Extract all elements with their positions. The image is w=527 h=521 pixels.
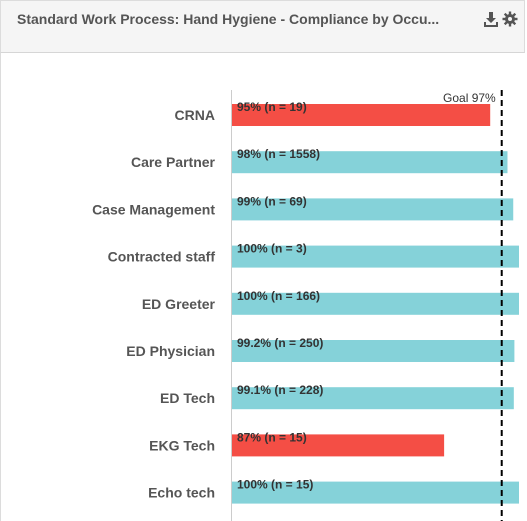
goal-label: Goal 97% [443, 91, 496, 105]
category-label: Case Management [92, 201, 215, 217]
bar [231, 245, 519, 268]
category-label: ED Physician [126, 343, 215, 359]
bar-value-label: 99.2% (n = 250) [237, 336, 323, 350]
bar [231, 198, 514, 221]
category-label: Care Partner [131, 154, 216, 170]
bar [231, 387, 514, 410]
chart-title: Standard Work Process: Hand Hygiene - Co… [17, 11, 440, 27]
bar-chart: CRNA 95% (n = 19) Care Partner 98% (n = 155… [92, 90, 519, 521]
bar [231, 434, 445, 457]
bar-value-label: 100% (n = 166) [237, 289, 320, 303]
chart-area: CRNA 95% (n = 19) Care Partner 98% (n = 155… [0, 53, 527, 521]
bar-value-label: 95% (n = 19) [237, 100, 307, 114]
bar [231, 481, 519, 504]
category-label: ED Tech [160, 390, 215, 406]
bar-value-label: 100% (n = 3) [237, 242, 307, 256]
category-label: CRNA [175, 107, 215, 123]
category-label: Contracted staff [108, 249, 216, 265]
bar-value-label: 87% (n = 15) [237, 430, 307, 444]
bar-value-label: 100% (n = 15) [237, 478, 313, 492]
bar [231, 104, 491, 126]
bar [231, 340, 515, 362]
chart-header: Standard Work Process: Hand Hygiene - Co… [0, 0, 525, 53]
gear-icon[interactable] [502, 11, 518, 27]
bar-value-label: 99% (n = 69) [237, 194, 307, 208]
bar [231, 292, 519, 315]
category-label: Echo tech [148, 485, 215, 501]
category-label: EKG Tech [149, 437, 215, 453]
category-label: ED Greeter [142, 296, 216, 312]
bar-value-label: 98% (n = 1558) [237, 147, 320, 161]
bar-value-label: 99.1% (n = 228) [237, 383, 323, 397]
header-icons [483, 11, 518, 27]
download-icon[interactable] [483, 11, 499, 27]
bar [231, 151, 508, 174]
